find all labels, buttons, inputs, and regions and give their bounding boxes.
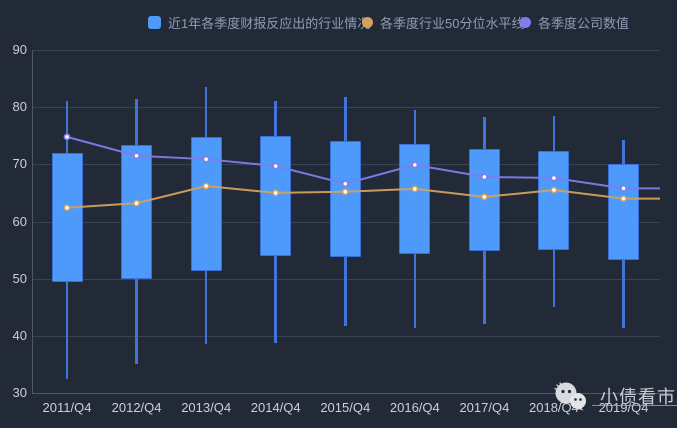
median-line-point-2018/Q4[interactable] xyxy=(550,186,558,194)
company-line-point-2019/Q4[interactable] xyxy=(620,184,627,192)
legend-item-candlestick[interactable]: 近1年各季度财报反应出的行业情况 xyxy=(148,13,370,32)
median-line-point-2017/Q4[interactable] xyxy=(480,193,488,201)
x-axis-label-2019/Q4: 2019/Q4 xyxy=(598,400,649,415)
company-line-point-2015/Q4[interactable] xyxy=(341,180,349,188)
legend-label: 近1年各季度财报反应出的行业情况 xyxy=(168,16,371,31)
y-axis-label-70: 70 xyxy=(12,156,27,172)
company-line-point-2013/Q4[interactable] xyxy=(202,155,210,163)
company-line-point-2012/Q4[interactable] xyxy=(133,152,140,160)
legend-item-company-line[interactable]: 各季度公司数值 xyxy=(520,13,629,32)
gridline-y-40 xyxy=(32,335,660,337)
median-line xyxy=(66,185,660,209)
legend-item-median-line[interactable]: 各季度行业50分位水平线 xyxy=(362,13,524,32)
candlestick-2017/Q4[interactable] xyxy=(468,148,500,252)
y-axis-label-80: 80 xyxy=(12,99,27,115)
company-line-point-2011/Q4[interactable] xyxy=(63,133,71,141)
x-axis-label-2013/Q4: 2013/Q4 xyxy=(181,400,232,415)
legend-circle-marker-icon xyxy=(362,17,373,28)
x-axis-label-2011/Q4: 2011/Q4 xyxy=(42,400,92,415)
legend-label: 各季度公司数值 xyxy=(538,16,630,31)
y-axis-label-90: 90 xyxy=(12,42,27,57)
wechat-chat-bubbles-icon xyxy=(554,382,586,411)
x-axis-label-2012/Q4: 2012/Q4 xyxy=(111,400,162,415)
x-axis-label-2015/Q4: 2015/Q4 xyxy=(320,400,371,415)
company-line-point-2014/Q4[interactable] xyxy=(272,162,280,170)
candlestick-2011/Q4[interactable] xyxy=(51,152,83,282)
x-axis-label-2017/Q4: 2017/Q4 xyxy=(459,400,510,415)
x-axis-label-2018/Q4: 2018/Q4 xyxy=(529,400,579,415)
candlestick-2018/Q4[interactable] xyxy=(538,150,570,251)
x-axis-label-2016/Q4: 2016/Q4 xyxy=(389,400,440,415)
x-axis-line xyxy=(32,393,672,394)
legend-circle-marker-icon xyxy=(520,17,531,28)
watermark-underline xyxy=(592,405,677,406)
median-line-point-2013/Q4[interactable] xyxy=(202,182,210,190)
median-line-point-2016/Q4[interactable] xyxy=(411,185,419,193)
median-line-point-2011/Q4[interactable] xyxy=(63,204,71,212)
company-line-point-2018/Q4[interactable] xyxy=(550,174,558,182)
legend-label: 各季度行业50分位水平线 xyxy=(380,16,525,31)
y-axis-label-40: 40 xyxy=(12,327,27,343)
legend-square-marker-icon xyxy=(148,16,161,29)
candlestick-2012/Q4[interactable] xyxy=(121,145,153,279)
median-line-point-2015/Q4[interactable] xyxy=(341,188,349,196)
median-line-point-2012/Q4[interactable] xyxy=(133,199,140,207)
y-axis-label-60: 60 xyxy=(12,213,27,229)
y-axis-label-30: 30 xyxy=(12,385,27,400)
watermark-text: 小债看市 xyxy=(600,387,676,407)
x-axis-label-2014/Q4: 2014/Q4 xyxy=(250,400,301,415)
y-axis-label-50: 50 xyxy=(12,270,27,286)
candlestick-2019/Q4[interactable] xyxy=(608,164,639,260)
watermark: 小债看市 xyxy=(552,381,676,411)
company-line xyxy=(66,135,660,190)
median-line-point-2014/Q4[interactable] xyxy=(272,189,280,197)
company-line-point-2017/Q4[interactable] xyxy=(480,173,488,181)
y-axis-line xyxy=(32,50,33,393)
gridline-y-90 xyxy=(32,50,660,51)
median-line-point-2019/Q4[interactable] xyxy=(620,195,627,203)
company-line-point-2016/Q4[interactable] xyxy=(411,161,419,169)
candlestick-2015/Q4[interactable] xyxy=(329,141,361,257)
